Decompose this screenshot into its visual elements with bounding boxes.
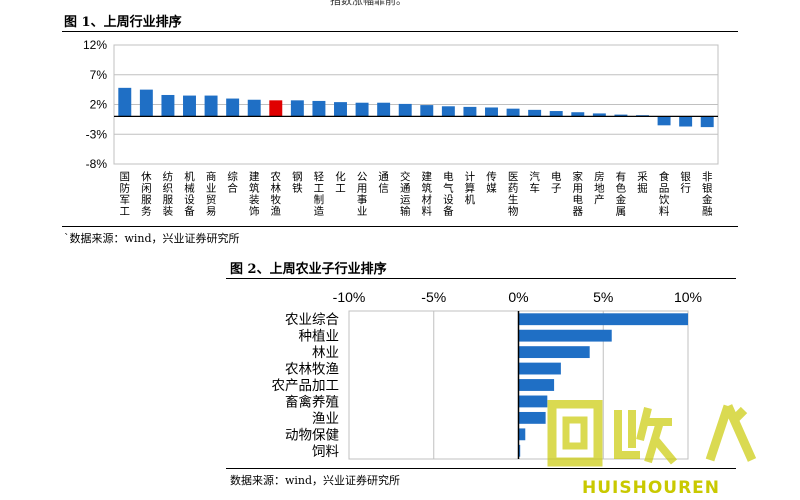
bar <box>657 116 671 126</box>
x-tick-label: 纺织服装 <box>163 170 174 218</box>
y-tick-label: 7% <box>90 68 108 82</box>
x-tick-label: 建筑材料 <box>422 170 433 218</box>
y-category-label: 林业 <box>312 345 339 361</box>
x-tick-label: 机械设备 <box>184 170 195 218</box>
x-tick-label: 钢铁 <box>292 170 303 195</box>
bar <box>355 102 369 117</box>
x-tick-label: 综合 <box>227 170 238 195</box>
bar <box>463 106 477 117</box>
x-tick-label: 汽车 <box>529 170 540 195</box>
y-category-label: 农林牧渔 <box>285 362 339 378</box>
bar <box>398 103 412 117</box>
x-tick-label: 采掘 <box>637 171 648 195</box>
bar <box>506 108 520 117</box>
x-tick-label: 医药生物 <box>508 171 519 218</box>
x-tick-label: 0% <box>508 289 528 305</box>
figure2-top-rule <box>226 278 736 279</box>
x-tick-label: 交通运输 <box>400 170 411 218</box>
y-category-label: 渔业 <box>312 411 339 427</box>
bar <box>377 102 391 117</box>
bar <box>420 105 434 117</box>
bar <box>592 113 606 117</box>
figure2-source: 数据来源：wind，兴业证券研究所 <box>230 474 401 487</box>
x-tick-label: 公用事业 <box>357 171 368 218</box>
bar <box>118 87 132 117</box>
x-tick-label: 电子 <box>551 170 562 195</box>
bar <box>518 428 526 441</box>
watermark-text: HUISHOUREN <box>582 478 721 498</box>
figure2-title: 图 2、上周农业子行业排序 <box>230 262 387 277</box>
x-tick-label: -10% <box>333 289 366 305</box>
x-tick-label: 10% <box>674 289 702 305</box>
x-tick-label: 传媒 <box>486 171 497 195</box>
y-category-label: 农业综合 <box>285 312 339 328</box>
bar <box>518 395 548 408</box>
bar <box>518 346 590 359</box>
x-tick-label: 轻工制造 <box>314 170 325 218</box>
bar <box>441 106 455 117</box>
bar <box>485 107 498 117</box>
bar <box>614 114 628 117</box>
bar <box>528 109 542 117</box>
bar <box>226 98 240 117</box>
bar <box>139 89 153 117</box>
x-tick-label: 银行 <box>680 170 691 195</box>
bar <box>518 444 521 457</box>
x-tick-label: 家用电器 <box>573 170 584 218</box>
y-category-label: 农产品加工 <box>272 378 340 394</box>
bar <box>204 95 218 117</box>
bar <box>334 102 347 117</box>
bar <box>549 111 563 117</box>
x-tick-label: 非银金融 <box>702 171 713 218</box>
figure1-bottom-rule <box>62 226 738 227</box>
bar <box>518 362 561 375</box>
y-tick-label: -8% <box>86 157 108 171</box>
bar <box>161 94 175 117</box>
x-tick-label: 5% <box>593 289 613 305</box>
x-tick-label: 建筑装饰 <box>249 170 260 218</box>
y-category-label: 动物保健 <box>285 427 339 443</box>
bar <box>571 112 585 117</box>
bar <box>247 99 261 117</box>
bar <box>290 100 304 117</box>
top-snippet: 指数涨幅靠前。 <box>330 0 407 7</box>
y-tick-label: -3% <box>86 127 108 141</box>
bar <box>679 116 693 127</box>
bar <box>269 100 283 117</box>
bar <box>518 313 688 326</box>
figure2-bottom-rule <box>226 468 736 469</box>
bar <box>518 379 555 391</box>
bar <box>312 100 326 117</box>
figure1-source: `数据来源：wind，兴业证券研究所 <box>64 232 240 245</box>
x-tick-label: 计算机 <box>465 170 476 206</box>
figure1-title: 图 1、上周行业排序 <box>64 15 182 30</box>
x-tick-label: 有色金属 <box>616 170 627 218</box>
watermark-logo <box>547 400 757 467</box>
y-category-label: 种植业 <box>299 329 340 345</box>
x-tick-label: 农林牧渔 <box>271 170 282 218</box>
bar <box>518 329 612 342</box>
x-tick-label: -5% <box>421 289 446 305</box>
x-tick-label: 休闲服务 <box>141 171 152 218</box>
x-tick-label: 通信 <box>378 171 389 195</box>
y-category-label: 畜禽养殖 <box>285 393 339 410</box>
x-tick-label: 化工 <box>335 170 346 195</box>
y-tick-label: 12% <box>83 38 107 52</box>
x-tick-label: 房地产 <box>594 170 605 206</box>
bar <box>183 95 196 117</box>
bar <box>518 411 546 424</box>
y-category-label: 饲料 <box>312 444 339 460</box>
x-tick-label: 国防军工 <box>120 171 131 218</box>
x-tick-label: 商业贸易 <box>206 170 217 218</box>
figure1-top-rule <box>62 31 738 32</box>
bar <box>700 116 714 128</box>
y-tick-label: 2% <box>90 98 108 112</box>
x-tick-label: 电气设备 <box>443 170 454 218</box>
x-tick-label: 食品饮料 <box>659 170 670 218</box>
